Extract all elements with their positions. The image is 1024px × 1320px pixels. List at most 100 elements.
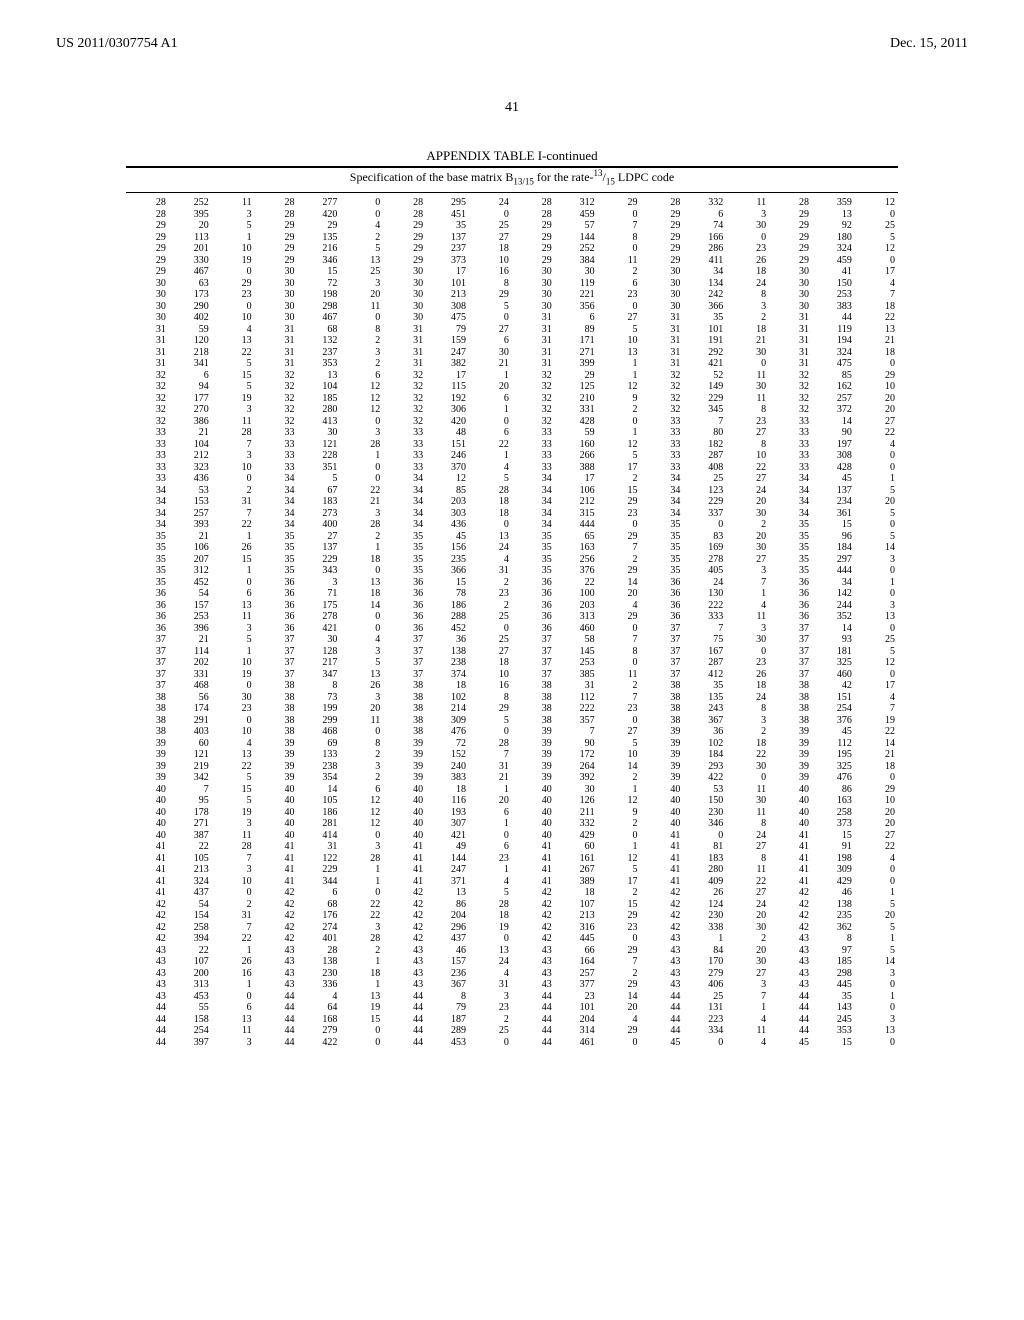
table-cell: 33 bbox=[512, 427, 555, 439]
table-cell: 43 bbox=[383, 979, 426, 991]
table-cell: 4 bbox=[726, 1037, 769, 1049]
table-cell: 12 bbox=[340, 795, 383, 807]
table-cell: 342 bbox=[169, 772, 212, 784]
table-cell: 29 bbox=[512, 255, 555, 267]
table-cell: 34 bbox=[769, 473, 812, 485]
table-cell: 3 bbox=[340, 427, 383, 439]
table-cell: 28 bbox=[212, 427, 255, 439]
table-cell: 26 bbox=[726, 255, 769, 267]
table-cell: 33 bbox=[769, 427, 812, 439]
table-cell: 178 bbox=[169, 807, 212, 819]
table-cell: 30 bbox=[641, 301, 684, 313]
table-cell: 28 bbox=[340, 439, 383, 451]
table-cell: 27 bbox=[726, 968, 769, 980]
table-cell: 75 bbox=[683, 634, 726, 646]
table-row: 4345304441344834423144425744351 bbox=[126, 991, 898, 1003]
table-cell: 1 bbox=[469, 450, 512, 462]
table-cell: 445 bbox=[555, 933, 598, 945]
table-cell: 37 bbox=[383, 657, 426, 669]
table-cell: 40 bbox=[383, 807, 426, 819]
table-cell: 8 bbox=[726, 439, 769, 451]
table-cell: 38 bbox=[383, 726, 426, 738]
table-cell: 145 bbox=[555, 646, 598, 658]
table-cell: 266 bbox=[555, 450, 598, 462]
table-row: 4310726431381431572443164743170304318514 bbox=[126, 956, 898, 968]
table-cell: 41 bbox=[126, 887, 169, 899]
table-cell: 3 bbox=[855, 554, 898, 566]
table-cell: 238 bbox=[426, 657, 469, 669]
table-cell: 107 bbox=[169, 956, 212, 968]
table-cell: 37 bbox=[769, 669, 812, 681]
table-cell: 30 bbox=[726, 922, 769, 934]
table-row: 323861132413032420032428033723331427 bbox=[126, 416, 898, 428]
table-cell: 303 bbox=[426, 508, 469, 520]
table-cell: 186 bbox=[426, 600, 469, 612]
table-cell: 198 bbox=[812, 853, 855, 865]
table-cell: 0 bbox=[469, 519, 512, 531]
table-cell: 18 bbox=[426, 680, 469, 692]
table-cell: 43 bbox=[769, 945, 812, 957]
table-cell: 72 bbox=[298, 278, 341, 290]
table-cell: 23 bbox=[598, 508, 641, 520]
table-cell: 20 bbox=[855, 393, 898, 405]
table-cell: 44 bbox=[383, 1025, 426, 1037]
table-cell: 30 bbox=[298, 634, 341, 646]
table-cell: 30 bbox=[383, 289, 426, 301]
table-cell: 8 bbox=[469, 692, 512, 704]
table-cell: 18 bbox=[426, 784, 469, 796]
table-cell: 27 bbox=[726, 887, 769, 899]
table-cell: 0 bbox=[855, 450, 898, 462]
table-cell: 270 bbox=[169, 404, 212, 416]
table-cell: 19 bbox=[212, 393, 255, 405]
table-cell: 28 bbox=[512, 197, 555, 209]
table-cell: 24 bbox=[469, 197, 512, 209]
table-cell: 11 bbox=[726, 784, 769, 796]
table-row: 4254242682242862842107154212424421385 bbox=[126, 899, 898, 911]
table-cell: 353 bbox=[298, 358, 341, 370]
table-cell: 26 bbox=[212, 956, 255, 968]
table-cell: 2 bbox=[726, 312, 769, 324]
table-cell: 33 bbox=[641, 462, 684, 474]
table-cell: 33 bbox=[383, 450, 426, 462]
table-cell: 31 bbox=[383, 335, 426, 347]
table-cell: 33 bbox=[383, 439, 426, 451]
table-cell: 29 bbox=[383, 255, 426, 267]
table-row: 445564464194479234410120441311441430 bbox=[126, 1002, 898, 1014]
table-cell: 28 bbox=[469, 738, 512, 750]
table-cell: 37 bbox=[126, 680, 169, 692]
table-cell: 297 bbox=[812, 554, 855, 566]
table-cell: 21 bbox=[855, 749, 898, 761]
table-cell: 10 bbox=[726, 450, 769, 462]
table-cell: 44 bbox=[641, 1002, 684, 1014]
table-cell: 39 bbox=[255, 738, 298, 750]
table-cell: 13 bbox=[426, 887, 469, 899]
table-cell: 5 bbox=[598, 324, 641, 336]
table-cell: 37 bbox=[641, 657, 684, 669]
table-row: 39604396983972283990539102183911214 bbox=[126, 738, 898, 750]
table-cell: 6 bbox=[469, 807, 512, 819]
table-cell: 14 bbox=[812, 416, 855, 428]
table-row: 3934253935423938321393922394220394760 bbox=[126, 772, 898, 784]
table-cell: 459 bbox=[812, 255, 855, 267]
table-cell: 0 bbox=[469, 1037, 512, 1049]
table-cell: 23 bbox=[555, 991, 598, 1003]
table-cell: 1 bbox=[855, 991, 898, 1003]
table-cell: 35 bbox=[383, 531, 426, 543]
table-cell: 5 bbox=[212, 772, 255, 784]
table-cell: 0 bbox=[855, 255, 898, 267]
table-cell: 3 bbox=[212, 450, 255, 462]
table-cell: 2 bbox=[212, 899, 255, 911]
table-cell: 5 bbox=[212, 381, 255, 393]
table-cell: 30 bbox=[383, 301, 426, 313]
rule-sub bbox=[126, 192, 898, 193]
table-cell: 30 bbox=[126, 301, 169, 313]
table-cell: 0 bbox=[469, 312, 512, 324]
table-cell: 312 bbox=[555, 197, 598, 209]
table-cell: 158 bbox=[169, 1014, 212, 1026]
table-cell: 7 bbox=[212, 853, 255, 865]
table-cell: 33 bbox=[641, 450, 684, 462]
table-cell: 34 bbox=[383, 519, 426, 531]
table-cell: 67 bbox=[298, 485, 341, 497]
table-row: 38403103846803847603972739362394522 bbox=[126, 726, 898, 738]
table-cell: 22 bbox=[340, 910, 383, 922]
